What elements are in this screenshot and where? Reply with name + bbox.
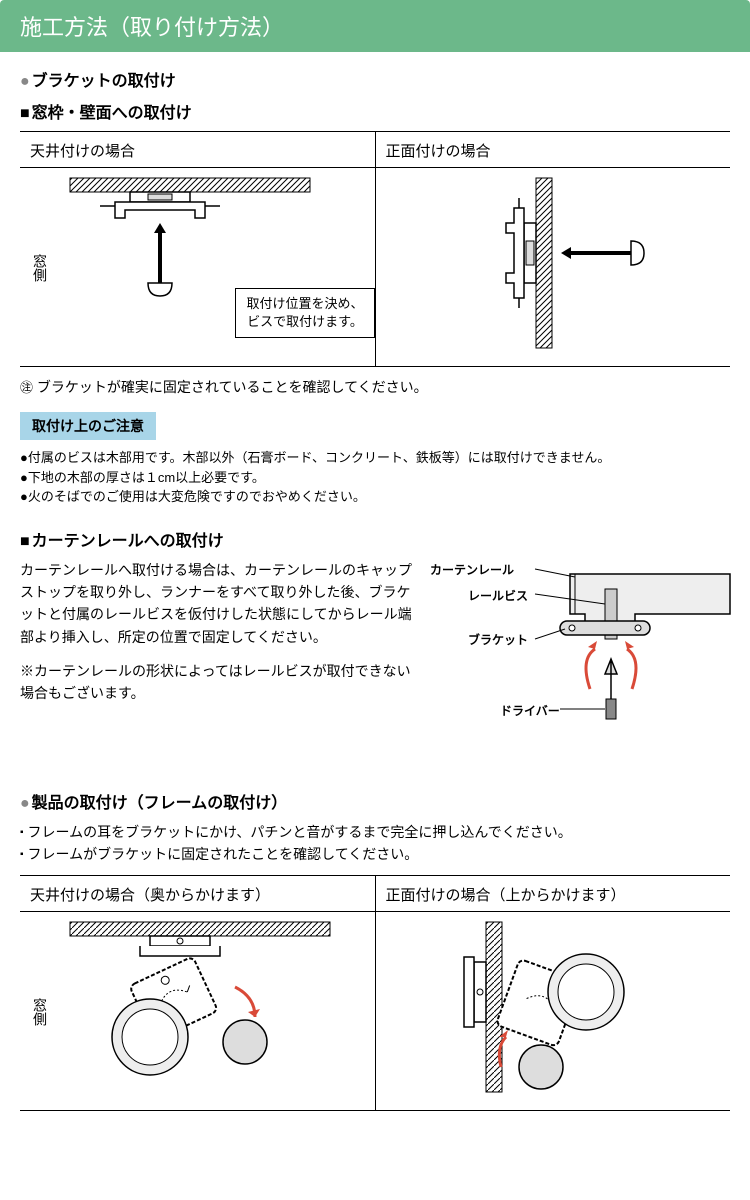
note-line1: 取付け位置を決め、: [246, 296, 363, 311]
ceiling-mount-cell: 天井付けの場合 窓側 取付け位置を決め、 ビスで取付けま: [20, 132, 376, 366]
frame-front-diagram: [386, 922, 706, 1092]
section1-subtitle: 窓枠・壁面への取付け: [20, 99, 730, 123]
front-mount-cell: 正面付けの場合: [376, 132, 731, 366]
section2-title: 製品の取付け（フレームの取付け）: [20, 789, 730, 813]
window-side-label-2: 窓側: [30, 998, 50, 1026]
caution-item-1: ●付属のビスは木部用です。木部以外（石膏ボード、コンクリート、鉄板等）には取付け…: [20, 448, 730, 468]
s2-item-1: フレームの耳をブラケットにかけ、パチンと音がするまで完全に押し込んでください。: [20, 821, 730, 843]
page-header: 施工方法（取り付け方法）: [0, 0, 750, 52]
rail-p1: カーテンレールへ取付ける場合は、カーテンレールのキャップストップを取り外し、ラン…: [20, 559, 415, 649]
frame-ceiling-diagram: [30, 922, 330, 1092]
section2-list: フレームの耳をブラケットにかけ、パチンと音がするまで完全に押し込んでください。 …: [20, 821, 730, 866]
section1-title: ブラケットの取付け: [20, 67, 730, 91]
rail-diagram: カーテンレール レールビス ブラケット ドライバー: [430, 559, 730, 764]
content-area: ブラケットの取付け 窓枠・壁面への取付け 天井付けの場合 窓側: [0, 52, 750, 1136]
caution-item-3: ●火のそばでのご使用は大変危険ですのでおやめください。: [20, 487, 730, 507]
front-bracket-diagram: [386, 178, 706, 348]
caution-label: 取付け上のご注意: [20, 412, 156, 440]
rail-p2: ※カーテンレールの形状によってはレールビスが取付できない場合もございます。: [20, 660, 415, 705]
ceiling-header: 天井付けの場合: [20, 132, 375, 168]
bracket-label: ブラケット: [468, 631, 528, 648]
driver-label: ドライバー: [500, 702, 560, 719]
bracket-diagram-table: 天井付けの場合 窓側 取付け位置を決め、 ビスで取付けま: [20, 131, 730, 367]
frame-front-cell: 正面付けの場合（上からかけます）: [376, 876, 731, 1110]
rail-text: カーテンレールへ取付ける場合は、カーテンレールのキャップストップを取り外し、ラン…: [20, 559, 415, 764]
caution-list: ●付属のビスは木部用です。木部以外（石膏ボード、コンクリート、鉄板等）には取付け…: [20, 448, 730, 507]
window-side-label: 窓側: [30, 254, 50, 282]
s2-item-2: フレームがブラケットに固定されたことを確認してください。: [20, 843, 730, 865]
frame-front-header: 正面付けの場合（上からかけます）: [376, 876, 731, 912]
rail-section: カーテンレールへ取付ける場合は、カーテンレールのキャップストップを取り外し、ラン…: [20, 559, 730, 764]
caution-item-2: ●下地の木部の厚さは１cm以上必要です。: [20, 468, 730, 488]
frame-diagram-table: 天井付けの場合（奥からかけます） 窓側: [20, 875, 730, 1111]
rail-label: カーテンレール: [430, 561, 514, 578]
rail-title: カーテンレールへの取付け: [20, 527, 730, 551]
note-line2: ビスで取付けます。: [247, 314, 363, 329]
frame-ceiling-cell: 天井付けの場合（奥からかけます） 窓側: [20, 876, 376, 1110]
confirmation-text: ブラケットが確実に固定されていることを確認してください。: [37, 379, 428, 395]
frame-ceiling-header: 天井付けの場合（奥からかけます）: [20, 876, 375, 912]
screw-label: レールビス: [468, 587, 528, 604]
confirmation-note: ㊟ ブラケットが確実に固定されていることを確認してください。: [20, 377, 730, 397]
front-header: 正面付けの場合: [376, 132, 731, 168]
position-note-box: 取付け位置を決め、 ビスで取付けます。: [235, 288, 374, 338]
